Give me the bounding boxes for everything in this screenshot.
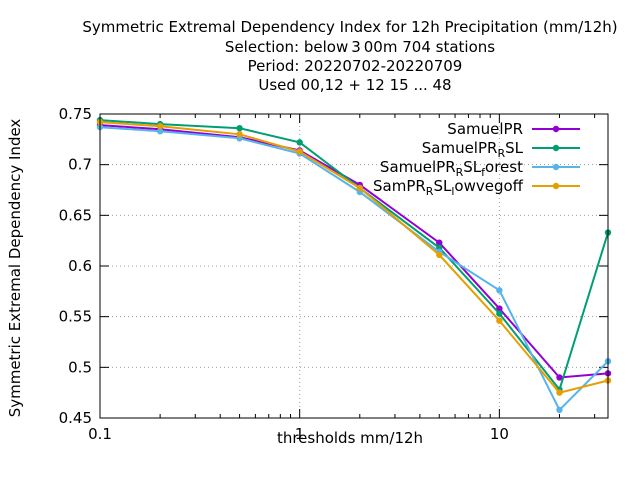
legend-label-3: SamuelPRRSLforest xyxy=(380,158,523,179)
y-tick-label: 0.6 xyxy=(68,257,92,275)
series-group xyxy=(96,116,612,414)
data-point xyxy=(356,184,363,192)
y-tick-label: 0.5 xyxy=(68,358,92,376)
y-tick-label: 0.55 xyxy=(59,308,92,326)
data-point xyxy=(236,124,243,132)
series-line-4 xyxy=(99,121,609,394)
y-tick-label: 0.75 xyxy=(59,105,92,123)
title-line-1: Symmetric Extremal Dependency Index for … xyxy=(82,18,617,36)
legend-marker-2 xyxy=(552,144,560,152)
x-tick-label: 0.1 xyxy=(88,425,112,443)
grid xyxy=(100,114,608,418)
legend-label-4: SamPRRSLlowvegoff xyxy=(373,177,524,198)
legend-marker-1 xyxy=(552,125,560,133)
title-line-4: Used 00,12 + 12 15 ... 48 xyxy=(258,76,451,94)
y-tick-label: 0.65 xyxy=(59,206,92,224)
legend-label-2: SamuelPRRSL xyxy=(422,139,524,160)
axis-ticks: 0.45 0.5 0.55 0.6 0.65 0.7 0.75 0.1 1 10 xyxy=(59,105,608,443)
data-point xyxy=(496,317,503,324)
data-point xyxy=(436,251,443,259)
title-line-2: Selection: below 3 00m 704 stations xyxy=(225,38,495,56)
data-point xyxy=(496,287,503,294)
y-tick-label: 0.7 xyxy=(68,156,92,174)
y-axis-label: Symmetric Extremal Dependency Index xyxy=(6,119,24,418)
data-point xyxy=(496,310,503,317)
data-point xyxy=(496,305,503,312)
data-point xyxy=(156,122,164,130)
data-point xyxy=(296,139,303,146)
data-point xyxy=(556,406,563,414)
x-tick-label: 1 xyxy=(295,425,305,443)
chart-title: Symmetric Extremal Dependency Index for … xyxy=(82,18,617,94)
title-line-3: Period: 20220702-20220709 xyxy=(248,57,463,75)
legend-marker-4 xyxy=(552,182,560,190)
legend-label-1: SamuelPR xyxy=(447,120,523,138)
data-point xyxy=(296,148,303,155)
data-point xyxy=(556,374,563,381)
y-tick-label: 0.45 xyxy=(59,409,92,427)
legend: SamuelPRSamuelPRRSLSamuelPRRSLforestSamP… xyxy=(373,120,580,198)
x-axis-label: thresholds mm/12h xyxy=(277,429,423,447)
legend-marker-3 xyxy=(552,163,560,171)
plot-frame xyxy=(99,113,609,419)
series-line-1 xyxy=(99,124,609,379)
x-tick-label: 10 xyxy=(490,425,509,443)
data-point xyxy=(556,389,563,396)
data-point xyxy=(436,239,443,246)
series-line-2 xyxy=(99,119,609,392)
data-point xyxy=(236,131,243,138)
data-point xyxy=(156,128,164,135)
